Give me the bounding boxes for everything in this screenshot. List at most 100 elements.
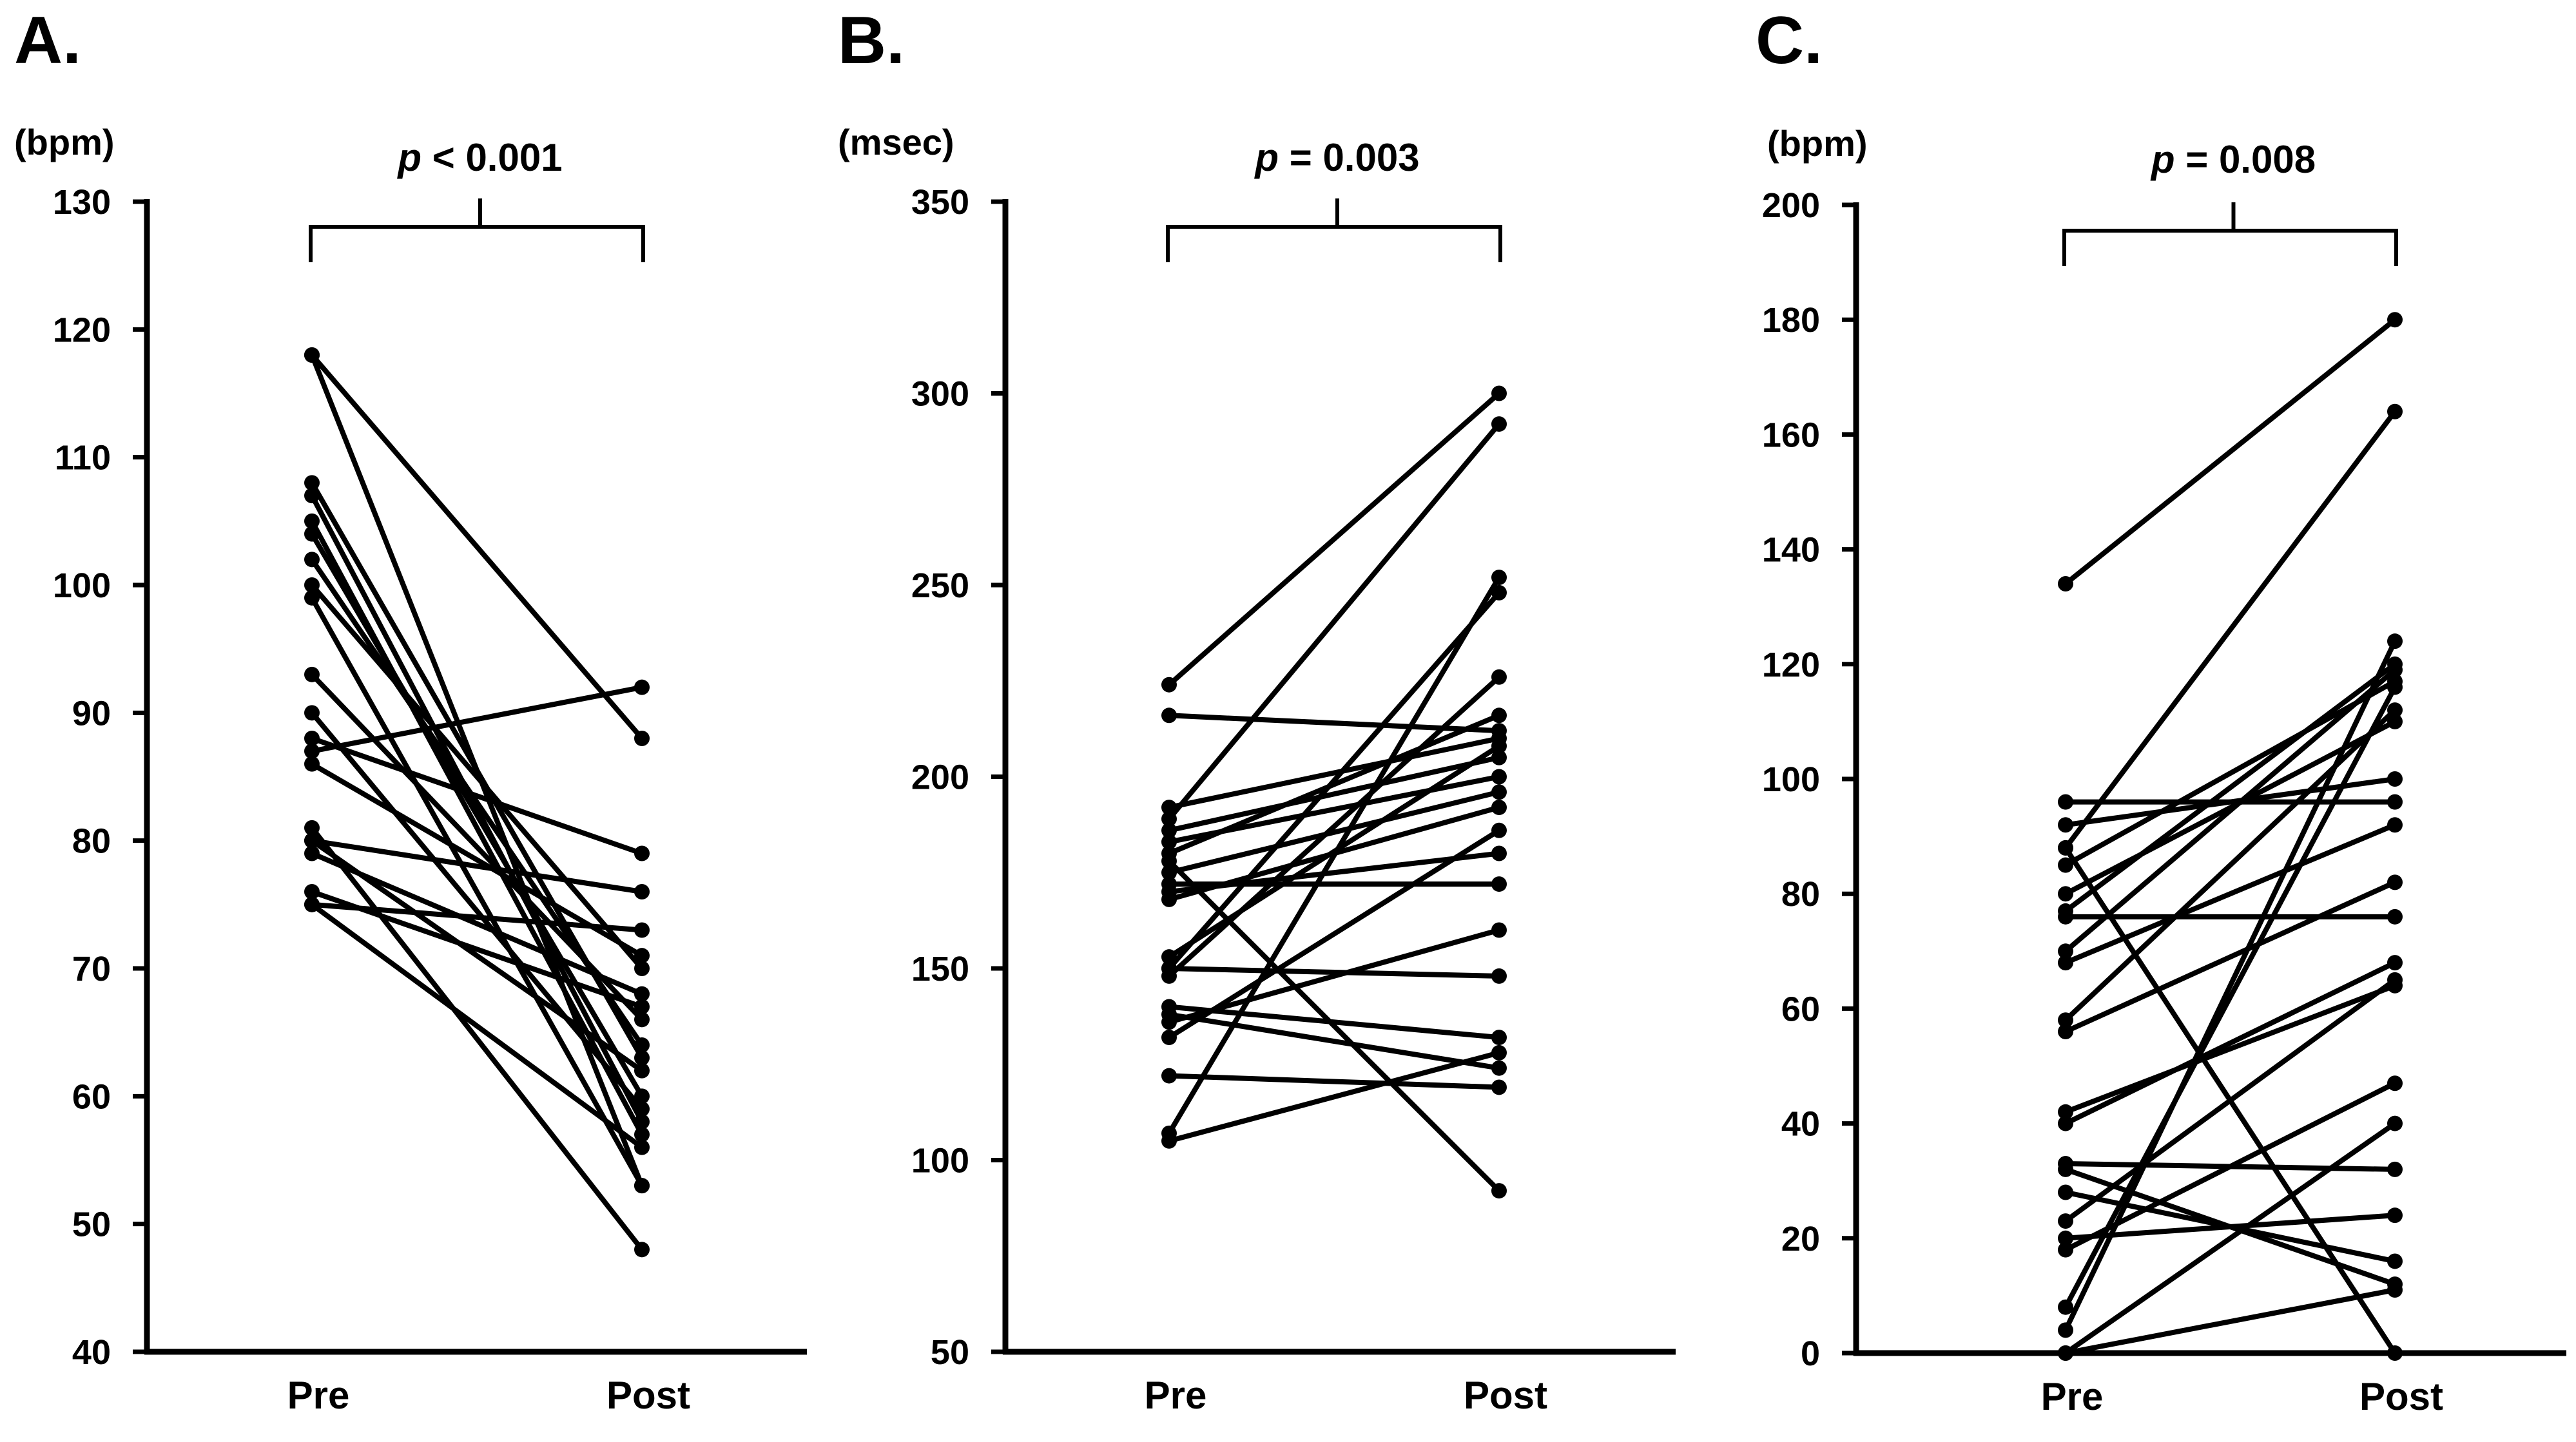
series-line <box>309 684 644 754</box>
y-tick-label: 150 <box>911 950 969 988</box>
y-tick-label: 200 <box>911 758 969 797</box>
x-category-label: Pre <box>287 1374 350 1417</box>
data-point-pre <box>2058 576 2073 592</box>
series-points <box>2058 312 2403 1361</box>
data-point-pre <box>1161 800 1177 816</box>
data-point-post <box>634 1012 650 1028</box>
data-point-post <box>634 1062 650 1079</box>
p-value-text: < 0.001 <box>421 136 563 179</box>
data-point-post <box>1491 876 1507 892</box>
data-point-pre <box>2058 840 2073 856</box>
data-point-pre <box>304 884 320 899</box>
data-point-pre <box>2058 1230 2073 1246</box>
series-line <box>1167 858 1502 1194</box>
data-point-post <box>1491 822 1507 838</box>
series-line <box>2063 661 2397 914</box>
data-point-post <box>1491 669 1507 685</box>
x-category-label: Pre <box>1145 1374 1207 1417</box>
data-point-post <box>2387 403 2403 419</box>
series-line <box>2063 880 2397 1035</box>
panel-label: A. <box>14 3 81 78</box>
series-line <box>2063 977 2397 1224</box>
series-line <box>2063 678 2397 868</box>
data-point-pre <box>1161 822 1177 838</box>
data-point-post <box>1491 385 1507 401</box>
series-lines <box>2063 317 2397 1356</box>
series-line <box>1167 1050 1502 1144</box>
data-point-pre <box>2058 1024 2073 1040</box>
series-line <box>309 531 644 1099</box>
data-point-pre <box>2058 1345 2073 1361</box>
data-point-pre <box>1161 865 1177 881</box>
series-line <box>1167 966 1502 979</box>
series-line <box>1167 421 1502 822</box>
y-tick-label: 100 <box>1762 760 1820 799</box>
series-lines <box>1167 390 1502 1194</box>
series-line <box>2063 960 2397 1126</box>
data-point-pre <box>304 475 320 491</box>
data-point-post <box>634 1114 650 1130</box>
data-point-post <box>2387 702 2403 718</box>
data-point-post <box>634 884 650 899</box>
y-tick-label: 80 <box>1781 875 1820 914</box>
series-line <box>2063 1081 2397 1253</box>
data-point-pre <box>2058 817 2073 833</box>
data-point-pre <box>304 896 320 912</box>
data-point-pre <box>2058 794 2073 810</box>
x-category-label: Post <box>606 1374 690 1417</box>
data-point-pre <box>304 590 320 606</box>
data-point-post <box>2387 972 2403 988</box>
data-point-pre <box>304 832 320 849</box>
data-point-post <box>634 1101 650 1117</box>
panel-label: C. <box>1756 3 1823 78</box>
series-line <box>2063 822 2397 966</box>
data-point-post <box>2387 1253 2403 1269</box>
series-points <box>1161 385 1507 1199</box>
data-point-pre <box>304 743 320 759</box>
data-point-pre <box>1161 1014 1177 1030</box>
data-point-pre <box>304 513 320 529</box>
series-line <box>309 352 644 741</box>
data-point-post <box>2387 1075 2403 1091</box>
data-point-pre <box>304 756 320 772</box>
data-point-pre <box>2058 1299 2073 1315</box>
data-point-pre <box>1161 1030 1177 1046</box>
y-tick-label: 120 <box>1762 646 1820 684</box>
y-tick-label: 200 <box>1762 186 1820 225</box>
data-point-pre <box>2058 1213 2073 1229</box>
data-point-pre <box>2058 1104 2073 1120</box>
data-point-pre <box>2058 1322 2073 1338</box>
series-points <box>304 347 650 1258</box>
y-tick-label: 130 <box>53 183 111 222</box>
significance-bracket <box>309 225 645 262</box>
y-tick-label: 160 <box>1762 416 1820 454</box>
y-tick-label: 80 <box>72 822 111 861</box>
p-value: p = 0.008 <box>2150 138 2316 181</box>
data-point-pre <box>2058 1115 2073 1131</box>
data-point-post <box>634 961 650 976</box>
y-tick-label: 60 <box>72 1077 111 1116</box>
y-tick-label: 20 <box>1781 1220 1820 1258</box>
series-line <box>1167 927 1502 1025</box>
data-point-pre <box>304 526 320 542</box>
data-point-post <box>1491 1183 1507 1199</box>
series-line <box>309 901 644 933</box>
data-point-post <box>634 986 650 1002</box>
data-point-pre <box>2058 886 2073 902</box>
x-category-label: Post <box>2359 1375 2443 1418</box>
panel-2: B. (msec) 50 100 150 200 250 300 350 Pre Post p = 0… <box>838 3 1676 1417</box>
data-point-post <box>2387 662 2403 678</box>
data-point-pre <box>1161 949 1177 965</box>
panel-label: B. <box>838 3 905 78</box>
data-point-post <box>634 922 650 938</box>
data-point-pre <box>1161 1068 1177 1084</box>
y-axis-label: (bpm) <box>14 122 115 162</box>
x-category-label: Pre <box>2041 1375 2104 1418</box>
series-line <box>309 901 644 1150</box>
data-point-post <box>1491 1079 1507 1095</box>
data-point-post <box>2387 874 2403 890</box>
series-line <box>309 671 644 1023</box>
series-line <box>1167 575 1502 1136</box>
series-line <box>2063 667 2397 954</box>
